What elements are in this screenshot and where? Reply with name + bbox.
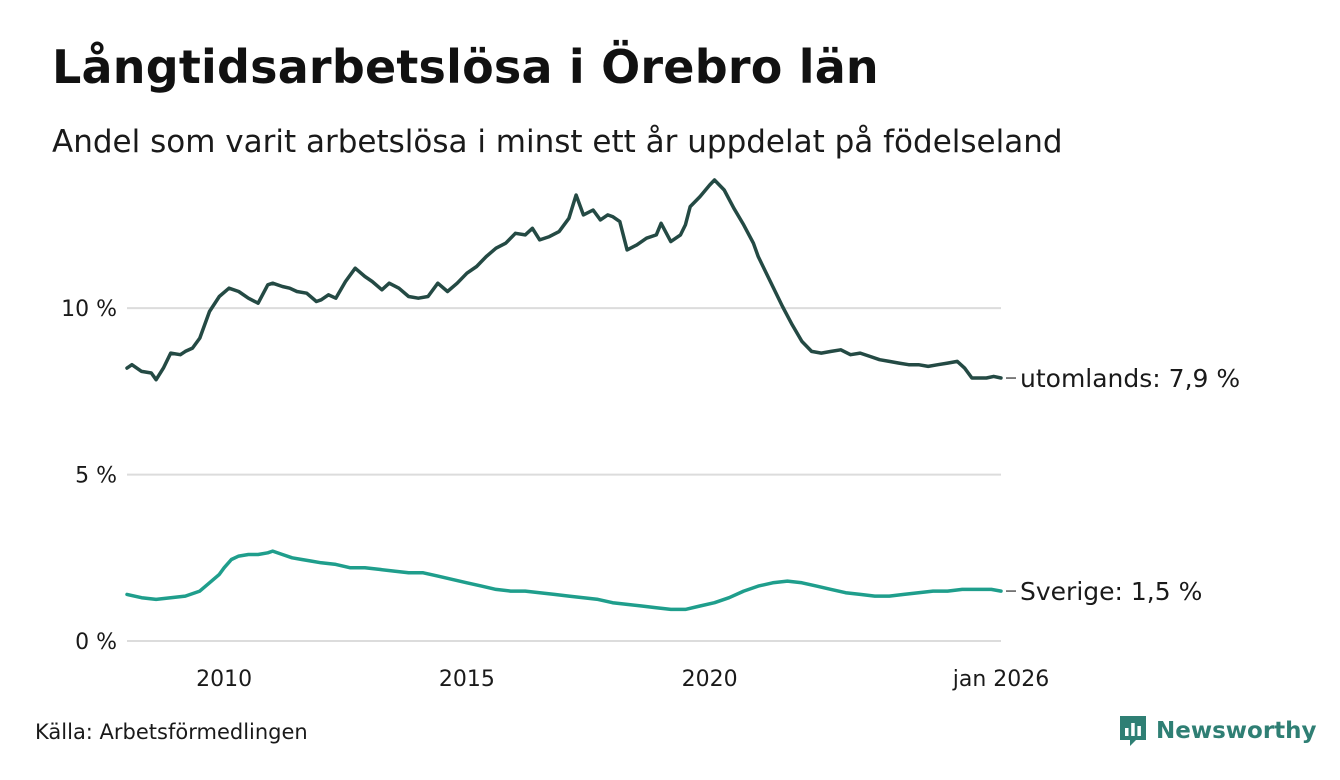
end-label-utomlands: utomlands: 7,9 % <box>1020 364 1240 393</box>
grid-lines <box>127 307 1001 642</box>
x-tick-label: jan 2026 <box>952 667 1050 692</box>
end-label-sverige: Sverige: 1,5 % <box>1020 577 1202 606</box>
chart-title: Långtidsarbetslösa i Örebro län <box>52 40 879 94</box>
series-line-utomlands <box>125 178 1003 382</box>
newsworthy-chart-icon <box>1120 716 1146 746</box>
y-tick-label: 10 % <box>61 297 117 322</box>
line-chart: 0 % 5 % 10 % 2010 2015 2020 jan 2026 utomland… <box>61 178 1240 692</box>
x-tick-label: 2020 <box>682 667 738 692</box>
brand-logo[interactable]: Newsworthy <box>1118 713 1317 749</box>
y-axis-ticks: 0 % 5 % 10 % <box>61 297 117 655</box>
y-tick-label: 5 % <box>75 464 117 489</box>
source-note: Källa: Arbetsförmedlingen <box>35 720 308 744</box>
chart-subtitle: Andel som varit arbetslösa i minst ett å… <box>52 124 1063 160</box>
y-tick-label: 0 % <box>75 630 117 655</box>
x-tick-label: 2010 <box>196 667 252 692</box>
series-line-sverige <box>125 549 1003 612</box>
x-tick-label: 2015 <box>439 667 495 692</box>
series-lines <box>125 178 1003 612</box>
series-end-labels: utomlands: 7,9 % Sverige: 1,5 % <box>1006 364 1240 606</box>
x-axis-ticks: 2010 2015 2020 jan 2026 <box>196 667 1049 692</box>
brand-name: Newsworthy <box>1156 718 1317 744</box>
